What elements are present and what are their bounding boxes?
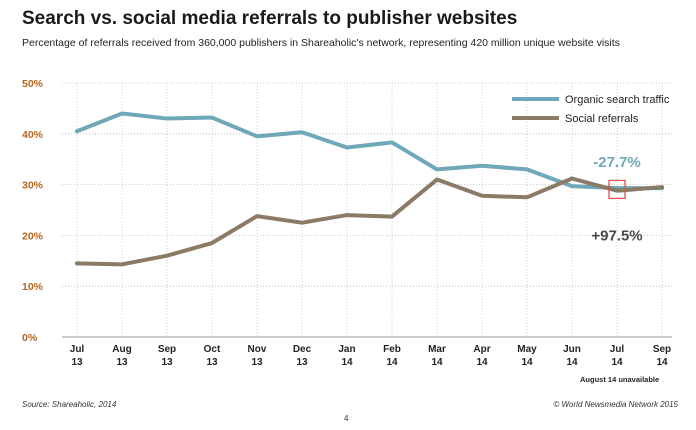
x-tick-label-month: Jul [610, 344, 625, 355]
x-tick-label-month: Sep [653, 344, 671, 355]
chart-title: Search vs. social media referrals to pub… [22, 8, 518, 29]
x-tick-label-year: 13 [296, 357, 308, 368]
x-tick-label-month: Jan [338, 344, 355, 355]
x-tick-label-month: Oct [204, 344, 221, 355]
x-tick-label-year: 14 [566, 357, 578, 368]
page-number: 4 [344, 414, 349, 423]
crossover-marker [608, 179, 626, 200]
x-tick-label-year: 13 [71, 357, 83, 368]
x-tick-label-month: May [517, 344, 537, 355]
x-tick-label-month: Jul [70, 344, 85, 355]
x-tick-label-month: Aug [112, 344, 131, 355]
x-tick-label-year: 14 [611, 357, 623, 368]
y-tick-label: 30% [22, 180, 44, 192]
x-tick-label-month: Dec [293, 344, 312, 355]
source-credit: Source: Shareaholic, 2014 [22, 400, 117, 409]
x-tick-label-year: 14 [521, 357, 533, 368]
x-tick-label-month: Mar [428, 344, 446, 355]
x-tick-label-year: 14 [656, 357, 668, 368]
chart-subtitle: Percentage of referrals received from 36… [22, 37, 620, 49]
x-tick-label-year: 13 [206, 357, 218, 368]
x-tick-label-year: 14 [341, 357, 353, 368]
footnote-august-unavailable: August 14 unavailable [580, 375, 660, 384]
y-tick-label: 40% [22, 129, 44, 141]
copyright-notice: © World Newsmedia Network 2015 [553, 400, 678, 409]
search-change-annotation: -27.7% [593, 154, 641, 171]
social-change-annotation: +97.5% [591, 227, 642, 244]
x-tick-label-month: Jun [563, 344, 581, 355]
social-referrals-line [75, 176, 664, 267]
x-tick-label-month: Feb [383, 344, 401, 355]
y-tick-label: 20% [22, 230, 44, 242]
x-tick-label-year: 13 [116, 357, 128, 368]
x-tick-label-year: 14 [431, 357, 443, 368]
x-tick-label-year: 13 [161, 357, 173, 368]
y-tick-label: 0% [22, 332, 38, 344]
legend-social-label: Social referrals [565, 113, 639, 125]
y-tick-label: 10% [22, 281, 44, 293]
x-tick-label-month: Nov [248, 344, 267, 355]
y-tick-label: 50% [22, 78, 44, 90]
x-tick-label-year: 14 [476, 357, 488, 368]
x-tick-label-month: Sep [158, 344, 176, 355]
x-tick-label-year: 13 [251, 357, 263, 368]
x-tick-label-month: Apr [473, 344, 490, 355]
legend-search-label: Organic search traffic [565, 94, 670, 106]
x-tick-label-year: 14 [386, 357, 398, 368]
